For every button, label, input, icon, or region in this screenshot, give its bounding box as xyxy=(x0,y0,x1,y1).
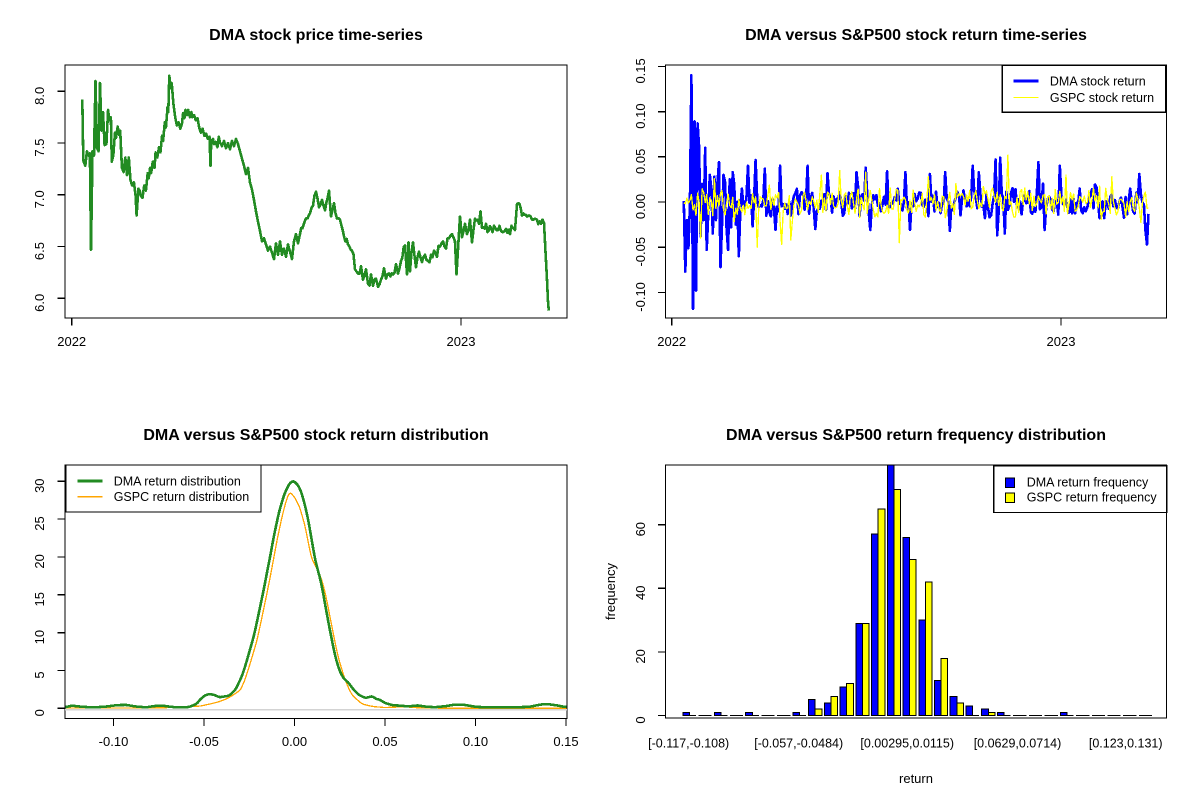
svg-text:0.15: 0.15 xyxy=(553,734,578,749)
svg-text:GSPC return distribution: GSPC return distribution xyxy=(114,490,250,504)
svg-text:20: 20 xyxy=(633,649,648,663)
svg-text:25: 25 xyxy=(32,516,47,530)
svg-text:DMA stock return: DMA stock return xyxy=(1050,75,1146,89)
svg-text:60: 60 xyxy=(633,522,648,536)
svg-text:7.5: 7.5 xyxy=(32,139,47,157)
svg-text:0.05: 0.05 xyxy=(633,149,648,174)
svg-text:frequency: frequency xyxy=(603,562,618,620)
svg-text:0.00: 0.00 xyxy=(633,194,648,219)
svg-text:DMA return frequency: DMA return frequency xyxy=(1027,476,1149,490)
svg-text:DMA return distribution: DMA return distribution xyxy=(114,474,241,488)
svg-text:-0.05: -0.05 xyxy=(633,237,648,267)
svg-text:0: 0 xyxy=(633,716,648,723)
svg-text:0.10: 0.10 xyxy=(633,103,648,128)
svg-text:15: 15 xyxy=(32,592,47,606)
svg-text:DMA versus S&P500 return frequ: DMA versus S&P500 return frequency distr… xyxy=(726,427,1106,444)
svg-text:0: 0 xyxy=(32,709,47,716)
svg-text:-0.10: -0.10 xyxy=(99,734,129,749)
svg-text:[0.00295,0.0115): [0.00295,0.0115) xyxy=(860,737,954,751)
svg-text:[-0.117,-0.108): [-0.117,-0.108) xyxy=(648,737,729,751)
svg-text:[0.0629,0.0714): [0.0629,0.0714) xyxy=(974,737,1062,751)
svg-text:[-0.057,-0.0484): [-0.057,-0.0484) xyxy=(754,737,843,751)
svg-text:-0.05: -0.05 xyxy=(189,734,219,749)
svg-text:[0.123,0.131): [0.123,0.131) xyxy=(1089,737,1163,751)
svg-text:0.15: 0.15 xyxy=(633,58,648,83)
svg-text:GSPC return frequency: GSPC return frequency xyxy=(1027,491,1158,505)
svg-text:GSPC stock return: GSPC stock return xyxy=(1050,91,1154,105)
svg-text:6.5: 6.5 xyxy=(32,242,47,260)
svg-text:2023: 2023 xyxy=(447,334,476,349)
svg-text:DMA versus S&P500 stock return: DMA versus S&P500 stock return distribut… xyxy=(143,427,488,444)
svg-text:2023: 2023 xyxy=(1047,334,1076,349)
svg-text:7.0: 7.0 xyxy=(32,190,47,208)
svg-text:20: 20 xyxy=(32,554,47,568)
svg-text:40: 40 xyxy=(633,586,648,600)
svg-text:DMA versus S&P500 stock return: DMA versus S&P500 stock return time-seri… xyxy=(745,27,1087,44)
svg-text:2022: 2022 xyxy=(57,334,86,349)
svg-text:30: 30 xyxy=(32,478,47,492)
svg-text:2022: 2022 xyxy=(657,334,686,349)
svg-text:DMA stock price time-series: DMA stock price time-series xyxy=(209,27,423,44)
svg-text:return: return xyxy=(899,771,933,786)
svg-text:6.0: 6.0 xyxy=(32,294,47,312)
svg-text:8.0: 8.0 xyxy=(32,87,47,105)
svg-text:-0.10: -0.10 xyxy=(633,282,648,312)
svg-text:0.00: 0.00 xyxy=(282,734,307,749)
svg-text:10: 10 xyxy=(32,630,47,644)
svg-text:0.10: 0.10 xyxy=(463,734,488,749)
svg-text:5: 5 xyxy=(32,671,47,678)
svg-text:0.05: 0.05 xyxy=(372,734,397,749)
